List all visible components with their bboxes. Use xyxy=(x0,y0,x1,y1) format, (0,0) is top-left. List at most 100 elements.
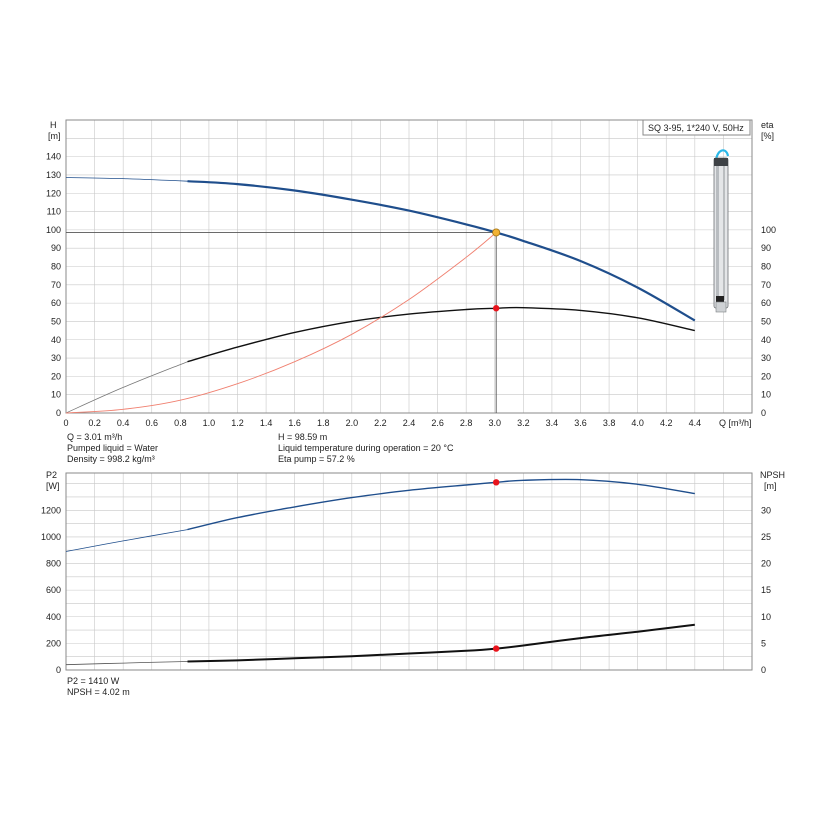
duty-point-npsh xyxy=(492,645,500,652)
x-tick-label: 1.8 xyxy=(317,418,330,428)
y-right-tick-label: 40 xyxy=(761,335,771,345)
x-tick-label: 0 xyxy=(63,418,68,428)
y-right-tick-label: 25 xyxy=(761,532,771,542)
y-left-tick-label: 0 xyxy=(56,408,61,418)
x-axis-label: Q [m³/h] xyxy=(719,418,752,428)
top-plot-frame xyxy=(65,119,753,414)
y-right-axis-unit: [%] xyxy=(761,131,774,141)
head-curve-extended xyxy=(65,177,188,182)
y-left-tick-label: 80 xyxy=(51,262,61,272)
y-left-axis-unit: [m] xyxy=(48,131,61,141)
y-left-tick-label: 10 xyxy=(51,390,61,400)
y-right-tick-label: 10 xyxy=(761,612,771,622)
y-left-tick-label: 800 xyxy=(46,559,61,569)
head-curve xyxy=(187,180,696,322)
top-grid xyxy=(66,120,752,413)
y-left-tick-label: 90 xyxy=(51,243,61,253)
y-right-tick-label: 15 xyxy=(761,585,771,595)
chart-title: SQ 3-95, 1*240 V, 50Hz xyxy=(648,123,744,133)
info-liquid: Pumped liquid = Water xyxy=(67,443,158,453)
bottom-grid xyxy=(66,473,752,670)
y-left-tick-label: 1200 xyxy=(41,505,61,515)
y-right-tick-label: 90 xyxy=(761,243,771,253)
top-series xyxy=(65,177,696,414)
info-eta: Eta pump = 57.2 % xyxy=(278,454,355,464)
y-left-tick-label: 0 xyxy=(56,665,61,675)
y-left-tick-label: 140 xyxy=(46,152,61,162)
x-tick-label: 4.4 xyxy=(689,418,702,428)
duty-point-eta xyxy=(492,305,500,312)
info-npsh: NPSH = 4.02 m xyxy=(67,687,130,697)
submersible-pump-icon xyxy=(713,149,730,313)
bottom-axes: 0 200 400 600 800 1000 1200 P2[W] 0 5 10 15 20 25 30 NP… xyxy=(41,470,785,675)
y-right-tick-label: 20 xyxy=(761,371,771,381)
bottom-plot-frame xyxy=(65,472,753,671)
x-tick-label: 2.4 xyxy=(403,418,416,428)
y-left-tick-label: 20 xyxy=(51,371,61,381)
info-h: H = 98.59 m xyxy=(278,432,328,442)
pump-head xyxy=(714,158,728,166)
x-tick-label: 2.0 xyxy=(346,418,359,428)
x-tick-label: 3.8 xyxy=(603,418,616,428)
y-right-tick-label: 60 xyxy=(761,298,771,308)
duty-point-power xyxy=(492,479,500,486)
y-right-tick-label: 20 xyxy=(761,559,771,569)
pump-motor-cap xyxy=(716,296,724,302)
system-curve xyxy=(65,232,497,414)
y-left-tick-label: 50 xyxy=(51,316,61,326)
y-left-axis-unit: [W] xyxy=(46,481,60,491)
x-tick-label: 1.6 xyxy=(288,418,301,428)
y-right-tick-label: 70 xyxy=(761,280,771,290)
pump-highlight xyxy=(716,160,719,306)
y-left-tick-label: 1000 xyxy=(41,532,61,542)
x-tick-label: 0.8 xyxy=(174,418,187,428)
x-tick-label: 2.2 xyxy=(374,418,387,428)
y-left-tick-label: 40 xyxy=(51,335,61,345)
y-right-tick-label: 100 xyxy=(761,225,776,235)
y-left-tick-label: 600 xyxy=(46,585,61,595)
y-left-tick-label: 110 xyxy=(47,207,61,217)
y-left-tick-label: 60 xyxy=(51,298,61,308)
efficiency-curve-extended xyxy=(65,361,188,414)
info-density: Density = 998.2 kg/m³ xyxy=(67,454,155,464)
y-left-tick-label: 70 xyxy=(51,280,61,290)
y-right-tick-label: 30 xyxy=(761,505,771,515)
x-tick-label: 2.6 xyxy=(431,418,444,428)
power-curve-extended xyxy=(65,529,188,552)
x-tick-label: 4.0 xyxy=(631,418,644,428)
y-left-tick-label: 100 xyxy=(46,225,61,235)
pump-base xyxy=(715,301,727,313)
x-tick-label: 0.2 xyxy=(88,418,101,428)
y-left-tick-label: 130 xyxy=(46,170,61,180)
x-tick-label: 0.4 xyxy=(117,418,130,428)
info-temp: Liquid temperature during operation = 20… xyxy=(278,443,454,453)
info-q: Q = 3.01 m³/h xyxy=(67,432,123,442)
power-curve xyxy=(187,478,695,531)
y-left-tick-label: 400 xyxy=(46,612,61,622)
y-right-tick-label: 0 xyxy=(761,665,766,675)
x-tick-label: 0.6 xyxy=(145,418,158,428)
x-tick-label: 3.2 xyxy=(517,418,530,428)
x-tick-label: 4.2 xyxy=(660,418,673,428)
y-right-tick-label: 10 xyxy=(761,390,771,400)
y-right-axis-unit: [m] xyxy=(764,481,777,491)
efficiency-curve xyxy=(187,306,695,363)
npsh-curve xyxy=(187,623,695,663)
bottom-series xyxy=(65,478,695,666)
y-left-tick-label: 30 xyxy=(51,353,61,363)
chart-title-box xyxy=(642,119,751,136)
y-right-tick-label: 80 xyxy=(761,262,771,272)
top-axes: 0 0.2 0.4 0.6 0.8 1.0 1.2 1.4 1.6 1.8 2.0 2.2 2.4 2.6… xyxy=(46,120,776,428)
y-left-axis-label: H xyxy=(50,120,57,130)
y-right-axis-label: eta xyxy=(761,120,774,130)
info-p2: P2 = 1410 W xyxy=(67,676,120,686)
y-right-tick-label: 50 xyxy=(761,316,771,326)
x-tick-label: 1.4 xyxy=(260,418,273,428)
x-tick-label: 1.0 xyxy=(203,418,216,428)
npsh-curve-extended xyxy=(65,661,188,666)
y-left-axis-label: P2 xyxy=(46,470,57,480)
y-left-tick-label: 200 xyxy=(46,638,61,648)
x-tick-label: 1.2 xyxy=(231,418,244,428)
x-tick-label: 3.6 xyxy=(574,418,587,428)
y-right-tick-label: 0 xyxy=(761,408,766,418)
